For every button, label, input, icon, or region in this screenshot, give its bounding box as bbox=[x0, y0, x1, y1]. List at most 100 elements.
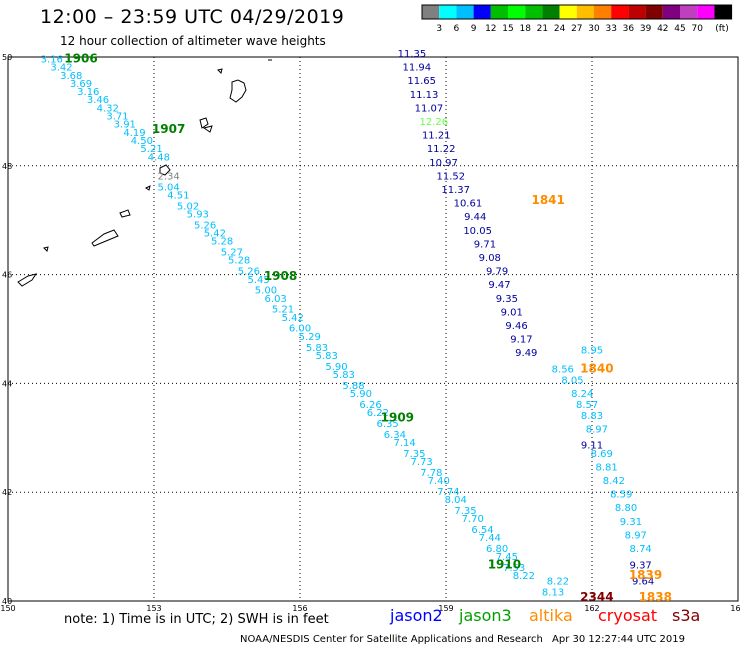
colorbar-swatch bbox=[525, 5, 543, 19]
pass-time-label: 1906 bbox=[64, 51, 97, 65]
colorbar-tick-label: 9 bbox=[471, 24, 477, 34]
wave-height-label: 9.71 bbox=[474, 239, 496, 250]
pass-time-label: 2344 bbox=[580, 590, 613, 604]
wave-height-label: 12.26 bbox=[420, 117, 449, 128]
y-tick-label: 50 bbox=[2, 53, 12, 62]
x-tick-label: 162 bbox=[584, 604, 599, 613]
wave-height-label: 4.48 bbox=[148, 152, 170, 163]
colorbar-tick-label: 45 bbox=[674, 24, 685, 34]
wave-height-label: 7.40 bbox=[428, 476, 450, 487]
wave-height-label: 7.78 bbox=[420, 468, 442, 479]
satellite-jason3: jason3 bbox=[459, 606, 512, 625]
wave-height-label: 7.45 bbox=[496, 552, 518, 563]
wave-height-label: 5.29 bbox=[299, 332, 321, 343]
colorbar-tick-label: 21 bbox=[537, 24, 548, 34]
colorbar-tick-label: 42 bbox=[657, 24, 668, 34]
wave-height-label: 10.97 bbox=[429, 158, 458, 169]
wave-height-label: 11.35 bbox=[398, 49, 427, 60]
colorbar-frame bbox=[421, 4, 733, 20]
wave-height-label: 8.42 bbox=[603, 476, 625, 487]
wave-height-label: 11.37 bbox=[441, 185, 470, 196]
colorbar-swatch bbox=[490, 5, 508, 19]
wave-height-label: 8.95 bbox=[581, 345, 603, 356]
wave-height-label: 3.68 bbox=[60, 71, 82, 82]
wave-height-label: 7.74 bbox=[437, 487, 459, 498]
wave-height-label: 8.97 bbox=[625, 530, 647, 541]
wave-height-label: 9.79 bbox=[486, 267, 508, 278]
color-legend: 3 6 9 12 15 18 21 24 27 30 33 36 39 42 45 70 (ft) bbox=[421, 4, 733, 34]
wave-height-label: 7.70 bbox=[462, 514, 484, 525]
wave-height-label: 9.47 bbox=[488, 280, 510, 291]
wave-height-label: 5.93 bbox=[187, 209, 209, 220]
colorbar-swatch bbox=[611, 5, 629, 19]
y-tick-label: 46 bbox=[2, 271, 12, 280]
colorbar-swatch bbox=[714, 5, 732, 19]
wave-height-label: 5.26 bbox=[238, 267, 260, 278]
wave-height-label: 5.04 bbox=[157, 182, 179, 193]
wave-height-label: 5.42 bbox=[204, 229, 226, 240]
satellite-jason2: jason2 bbox=[390, 606, 443, 625]
wave-height-label: 3.71 bbox=[106, 112, 128, 123]
x-tick-label: 156 bbox=[292, 604, 307, 613]
wave-height-label: 8.97 bbox=[586, 424, 608, 435]
wave-height-label: 3.69 bbox=[70, 79, 92, 90]
wave-height-label: 8.83 bbox=[581, 411, 603, 422]
wave-height-label: 11.13 bbox=[410, 90, 439, 101]
wave-height-values: 3.163.423.683.693.163.464.323.713.914.19… bbox=[41, 49, 655, 599]
satellite-cryosat: cryosat bbox=[598, 606, 658, 625]
colorbar-swatch bbox=[456, 5, 474, 19]
wave-height-label: 9.49 bbox=[515, 348, 537, 359]
wave-height-label: 6.80 bbox=[486, 544, 508, 555]
wave-height-label: 10.61 bbox=[454, 199, 483, 210]
colorbar-tick-label: 33 bbox=[605, 24, 616, 34]
wave-height-label: 4.32 bbox=[97, 103, 119, 114]
wave-height-label: 7.35 bbox=[403, 449, 425, 460]
colorbar-swatch bbox=[594, 5, 612, 19]
y-tick-label: 48 bbox=[2, 162, 12, 171]
wave-height-label: 7.73 bbox=[411, 457, 433, 468]
colorbar-tick-label: 18 bbox=[519, 24, 531, 34]
axis-labels: 150 153 156 159 162 165 50 48 46 44 42 40 bbox=[0, 53, 740, 613]
colorbar-swatch bbox=[422, 5, 440, 19]
pass-time-label: 1841 bbox=[531, 193, 564, 207]
pass-time-label: 1909 bbox=[381, 410, 414, 424]
wave-height-label: 8.04 bbox=[445, 495, 467, 506]
generated-timestamp: Apr 30 12:27:44 UTC 2019 bbox=[552, 634, 685, 645]
colorbar-swatch bbox=[576, 5, 594, 19]
map-frame bbox=[7, 56, 739, 602]
colorbar-swatch bbox=[628, 5, 646, 19]
pass-time-labels: 1906 1907 1908 1909 1910 1841 1840 1839 1838 2344 bbox=[64, 51, 672, 604]
wave-height-label: 3.16 bbox=[77, 87, 99, 98]
wave-height-label: 7.44 bbox=[479, 533, 501, 544]
colorbar-tick-label: 27 bbox=[571, 24, 582, 34]
wave-height-label: 5.90 bbox=[325, 362, 347, 373]
page-title: 12:00 – 23:59 UTC 04/29/2019 bbox=[40, 6, 345, 28]
wave-height-label: 8.22 bbox=[547, 577, 569, 588]
wave-height-label: 2.34 bbox=[157, 171, 179, 182]
wave-height-label: 5.27 bbox=[221, 248, 243, 259]
wave-height-label: 7.14 bbox=[394, 438, 416, 449]
x-tick-label: 165 bbox=[730, 604, 740, 613]
wave-height-label: 4.19 bbox=[123, 128, 145, 139]
colorbar-swatch bbox=[697, 5, 715, 19]
wave-height-label: 5.83 bbox=[316, 351, 338, 362]
colorbar-swatch bbox=[542, 5, 560, 19]
wave-height-label: 5.00 bbox=[255, 286, 277, 297]
colorbar-unit: (ft) bbox=[715, 24, 729, 34]
x-tick-label: 153 bbox=[146, 604, 161, 613]
wave-height-label: 9.01 bbox=[501, 307, 523, 318]
pass-time-label: 1910 bbox=[488, 557, 521, 571]
pass-time-label: 1907 bbox=[152, 122, 185, 136]
wave-height-label: 10.05 bbox=[463, 226, 492, 237]
colorbar-swatch bbox=[680, 5, 698, 19]
wave-height-label: 11.94 bbox=[402, 63, 431, 74]
wave-height-label: 9.46 bbox=[505, 321, 527, 332]
colorbar-tick-label: 39 bbox=[640, 24, 652, 34]
wave-height-label: 7.53 bbox=[503, 563, 525, 574]
wave-height-label: 3.42 bbox=[50, 63, 72, 74]
satellite-altika: altika bbox=[529, 606, 573, 625]
wave-height-label: 9.37 bbox=[630, 560, 652, 571]
wave-height-label: 8.81 bbox=[595, 462, 617, 473]
wave-height-label: 3.16 bbox=[41, 54, 63, 65]
map-grid bbox=[7, 56, 739, 602]
